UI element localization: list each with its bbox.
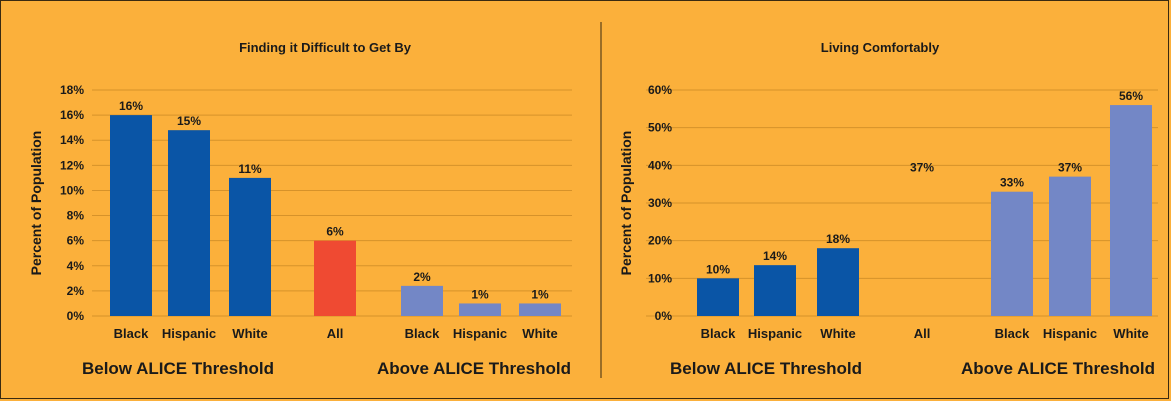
chart2-category-label: Hispanic [1043, 326, 1097, 341]
chart2-y-tick-label: 30% [648, 196, 672, 210]
chart1-bar-black [401, 285, 443, 316]
chart1-y-tick-label: 10% [60, 183, 84, 197]
chart1-data-label: 1% [471, 287, 489, 301]
chart2-bar-white [1110, 105, 1152, 316]
chart2-data-label: 56% [1119, 89, 1143, 103]
chart1-bar-hispanic [459, 303, 501, 316]
chart1-y-tick-label: 2% [67, 284, 85, 298]
chart1-y-tick-label: 18% [60, 83, 84, 97]
chart1-data-label: 16% [119, 99, 143, 113]
chart1-bar-black [110, 115, 152, 316]
chart1-bar-all [314, 240, 356, 316]
chart2-category-label: White [1113, 326, 1148, 341]
chart1-y-tick-label: 12% [60, 158, 84, 172]
chart1-y-tick-label: 4% [67, 259, 85, 273]
chart2-data-label: 14% [763, 249, 787, 263]
chart2-data-label: 37% [910, 161, 934, 175]
chart2-y-tick-label: 50% [648, 121, 672, 135]
chart2-bar-black [991, 191, 1033, 316]
chart2-data-label: 10% [706, 262, 730, 276]
chart1-category-label: Hispanic [453, 326, 507, 341]
chart1-title: Finding it Difficult to Get By [239, 40, 412, 55]
chart2-group-label: Above ALICE Threshold [961, 359, 1155, 378]
chart2-y-tick-label: 10% [648, 271, 672, 285]
chart2-data-label: 37% [1058, 161, 1082, 175]
chart1-category-label: Black [405, 326, 440, 341]
chart1-y-tick-label: 6% [67, 234, 85, 248]
chart1-y-tick-label: 8% [67, 209, 85, 223]
chart2-category-label: Black [995, 326, 1030, 341]
chart2-data-label: 18% [826, 232, 850, 246]
chart1-bar-white [519, 303, 561, 316]
chart2-category-label: All [914, 326, 931, 341]
chart1-group-label: Below ALICE Threshold [82, 359, 274, 378]
chart2-y-tick-label: 20% [648, 234, 672, 248]
chart2-y-tick-label: 60% [648, 83, 672, 97]
chart1-data-label: 6% [326, 225, 344, 239]
chart1-data-label: 2% [413, 270, 431, 284]
chart1-y-axis-label: Percent of Population [28, 131, 44, 276]
chart1-bar-hispanic [168, 130, 210, 316]
chart1-category-label: Hispanic [162, 326, 216, 341]
chart1-bar-white [229, 177, 271, 316]
chart1-data-label: 11% [238, 162, 262, 176]
chart1-category-label: White [522, 326, 557, 341]
chart2-bar-white [817, 248, 859, 316]
chart2-bar-black [697, 278, 739, 316]
chart1-y-tick-label: 0% [67, 309, 85, 323]
chart2-y-axis-label: Percent of Population [618, 131, 634, 276]
chart2-category-label: White [820, 326, 855, 341]
chart1-y-tick-label: 14% [60, 133, 84, 147]
chart1-y-tick-label: 16% [60, 108, 84, 122]
chart1-group-label: Above ALICE Threshold [377, 359, 571, 378]
chart2-y-tick-label: 0% [655, 309, 673, 323]
chart2-title: Living Comfortably [821, 40, 940, 55]
chart2-data-label: 33% [1000, 176, 1024, 190]
chart1-category-label: Black [114, 326, 149, 341]
chart1-category-label: White [232, 326, 267, 341]
chart2-group-label: Below ALICE Threshold [670, 359, 862, 378]
chart1-data-label: 1% [531, 287, 549, 301]
chart2-category-label: Black [701, 326, 736, 341]
chart1-category-label: All [327, 326, 344, 341]
chart2-bar-hispanic [754, 265, 796, 316]
chart2-category-label: Hispanic [748, 326, 802, 341]
chart1-data-label: 15% [177, 114, 201, 128]
chart2-bar-hispanic [1049, 176, 1091, 316]
chart2-y-tick-label: 40% [648, 158, 672, 172]
